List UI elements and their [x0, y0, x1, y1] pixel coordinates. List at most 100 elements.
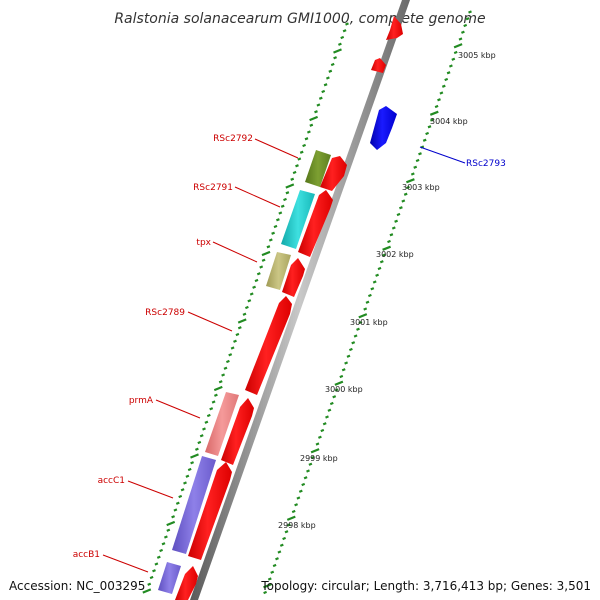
scale-minor-tick: [206, 413, 211, 418]
scale-minor-tick: [213, 393, 218, 397]
gene-label-tpx[interactable]: tpx: [196, 238, 211, 248]
scale-minor-tick: [334, 388, 339, 392]
cds-arrow: [188, 462, 232, 560]
scale-minor-tick: [391, 226, 396, 230]
gene-label-accc1[interactable]: accC1: [98, 476, 125, 486]
cds-arrow: [386, 16, 403, 40]
scale-minor-tick: [346, 354, 351, 358]
scale-minor-tick: [356, 327, 360, 331]
cds-arrow: [320, 156, 347, 191]
scale-minor-tick: [315, 442, 320, 446]
scale-major-tick: [453, 43, 463, 49]
scale-minor-tick: [425, 131, 430, 136]
scale-minor-tick: [256, 272, 261, 276]
cds-arrow: [175, 566, 198, 600]
scale-minor-tick: [282, 536, 287, 541]
gene-feature-rsc2793: [370, 106, 397, 150]
gene-feature-prma: [205, 392, 239, 456]
scale-minor-tick: [351, 341, 356, 345]
scale-minor-tick: [427, 125, 432, 129]
scale-minor-tick: [280, 204, 285, 208]
scale-minor-tick: [370, 287, 375, 291]
scale-minor-tick: [439, 91, 444, 95]
gene-label-rsc2792[interactable]: RSc2792: [213, 134, 253, 144]
scale-minor-tick: [190, 461, 195, 465]
scale-minor-tick: [306, 130, 311, 134]
scale-minor-tick: [418, 152, 422, 156]
gene-label-rsc2791[interactable]: RSc2791: [193, 183, 233, 193]
cds-arrow: [282, 258, 305, 297]
scale-minor-tick: [154, 562, 159, 566]
scale-minor-tick: [211, 400, 216, 404]
scale-major-tick: [190, 453, 199, 459]
scale-minor-tick: [328, 69, 333, 73]
scale-minor-tick: [273, 224, 278, 229]
scale-major-tick: [358, 313, 368, 319]
scale-major-tick: [213, 385, 223, 392]
scale-major-tick: [382, 245, 391, 251]
gene-callout-lines: [102, 138, 466, 573]
scale-minor-tick: [279, 543, 284, 547]
scale-minor-tick: [415, 158, 420, 163]
scale-minor-tick: [197, 440, 202, 445]
accession-label: Accession: NC_003295: [9, 579, 146, 593]
scale-minor-tick: [152, 569, 156, 573]
scale-minor-tick: [204, 420, 209, 424]
gene-label-rsc2789[interactable]: RSc2789: [145, 308, 185, 318]
scale-label: 3000 kbp: [325, 385, 363, 394]
scale-major-tick: [286, 515, 296, 521]
scale-minor-tick: [444, 77, 449, 82]
scale-minor-tick: [463, 23, 468, 28]
scale-minor-tick: [223, 366, 228, 370]
scale-major-tick: [142, 588, 152, 594]
scale-tick-track-outer: [263, 10, 472, 595]
scale-minor-tick: [422, 138, 427, 142]
scale-minor-tick: [375, 273, 380, 277]
scale-minor-tick: [342, 29, 347, 33]
genome-backbone: [190, 0, 410, 600]
scale-minor-tick: [221, 373, 226, 377]
scale-minor-tick: [410, 172, 415, 176]
gene-label-prma[interactable]: prmA: [129, 396, 154, 406]
scale-minor-tick: [237, 326, 242, 330]
callout-line-accc1: [127, 480, 174, 499]
scale-minor-tick: [468, 10, 472, 14]
scale-minor-tick: [297, 157, 302, 161]
scale-minor-tick: [233, 339, 237, 343]
scale-minor-tick: [301, 482, 306, 487]
gene-label-rsc2793[interactable]: RSc2793: [466, 159, 506, 169]
scale-minor-tick: [317, 435, 322, 439]
scale-major-tick: [309, 115, 319, 122]
scale-minor-tick: [321, 89, 326, 94]
scale-minor-tick: [460, 30, 465, 34]
scale-minor-tick: [396, 212, 401, 217]
scale-minor-tick: [316, 103, 321, 107]
scale-minor-tick: [285, 191, 290, 195]
scale-minor-tick: [147, 582, 152, 586]
scale-major-tick: [333, 48, 342, 54]
scale-minor-tick: [441, 84, 446, 88]
scale-minor-tick: [291, 509, 296, 514]
scale-minor-tick: [254, 278, 259, 283]
cds-arrow: [245, 296, 292, 395]
scale-label: 3004 kbp: [430, 117, 468, 126]
scale-minor-tick: [303, 476, 308, 480]
scale-minor-tick: [298, 489, 303, 493]
gene-label-accb1[interactable]: accB1: [73, 550, 100, 560]
cds-arrow: [298, 190, 333, 257]
scale-major-tick: [166, 520, 176, 527]
scale-minor-tick: [163, 535, 168, 539]
scale-minor-tick: [202, 427, 206, 431]
scale-minor-tick: [271, 231, 275, 235]
scale-minor-tick: [348, 347, 353, 352]
scale-minor-tick: [344, 361, 349, 365]
gene-feature-accb1: [158, 562, 181, 594]
scale-minor-tick: [275, 557, 279, 561]
scale-minor-tick: [387, 239, 391, 244]
scale-minor-tick: [161, 542, 166, 546]
callout-line-tpx: [212, 241, 258, 263]
scale-minor-tick: [306, 469, 310, 473]
scale-minor-tick: [159, 548, 164, 553]
scale-minor-tick: [340, 35, 345, 40]
